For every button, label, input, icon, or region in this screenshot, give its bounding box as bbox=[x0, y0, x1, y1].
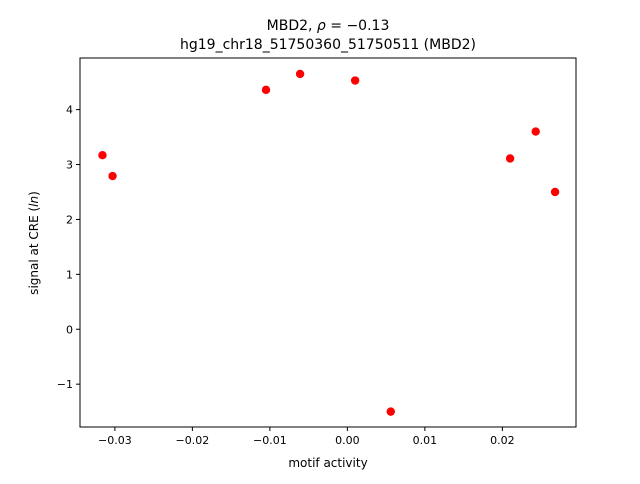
data-point-1 bbox=[98, 150, 107, 160]
data-point-7 bbox=[505, 154, 515, 163]
x-tick-label-1: −0.03 bbox=[98, 434, 132, 447]
y-axis-label-suffix: ) bbox=[27, 191, 41, 196]
x-axis-label: motif activity bbox=[288, 456, 367, 470]
y-tick-label-1: −1 bbox=[57, 378, 73, 391]
y-tick-label-5: 3 bbox=[66, 159, 73, 172]
y-tick-label-6: 4 bbox=[66, 104, 73, 117]
y-axis-label-prefix: signal at CRE ( bbox=[27, 207, 41, 295]
data-point-8 bbox=[531, 127, 540, 136]
chart-title-line1: MBD2, ρ = −0.13 bbox=[267, 18, 390, 34]
data-point-9 bbox=[550, 187, 560, 197]
x-tick-label-6: 0.02 bbox=[490, 434, 515, 447]
chart-title-rho: ρ bbox=[317, 18, 326, 34]
x-tick-label-3: −0.01 bbox=[253, 434, 287, 447]
data-point-5 bbox=[350, 76, 360, 85]
y-axis-label-unit: ln bbox=[27, 196, 41, 207]
x-tick-label-4: 0.00 bbox=[335, 434, 360, 447]
plot-area: −0.03 −0.02 −0.01 0.00 0.01 0.02 −1 0 1 2 3 4 bbox=[57, 57, 577, 447]
chart-title-value: = −0.13 bbox=[326, 18, 390, 34]
y-axis-label: signal at CRE (ln) bbox=[27, 191, 41, 295]
chart-title-line2: hg19_chr18_51750360_51750511 (MBD2) bbox=[180, 37, 476, 53]
y-tick-label-4: 2 bbox=[66, 213, 73, 226]
data-point-4 bbox=[295, 69, 305, 79]
data-point-6 bbox=[386, 407, 395, 416]
y-tick-label-2: 0 bbox=[66, 323, 73, 336]
axes-frame bbox=[79, 57, 577, 428]
data-point-3 bbox=[261, 85, 271, 95]
chart-title-prefix: MBD2, bbox=[267, 18, 317, 34]
x-tick-label-5: 0.01 bbox=[413, 434, 438, 447]
y-tick-label-3: 1 bbox=[66, 268, 73, 281]
data-point-2 bbox=[108, 171, 117, 181]
x-tick-label-2: −0.02 bbox=[176, 434, 210, 447]
